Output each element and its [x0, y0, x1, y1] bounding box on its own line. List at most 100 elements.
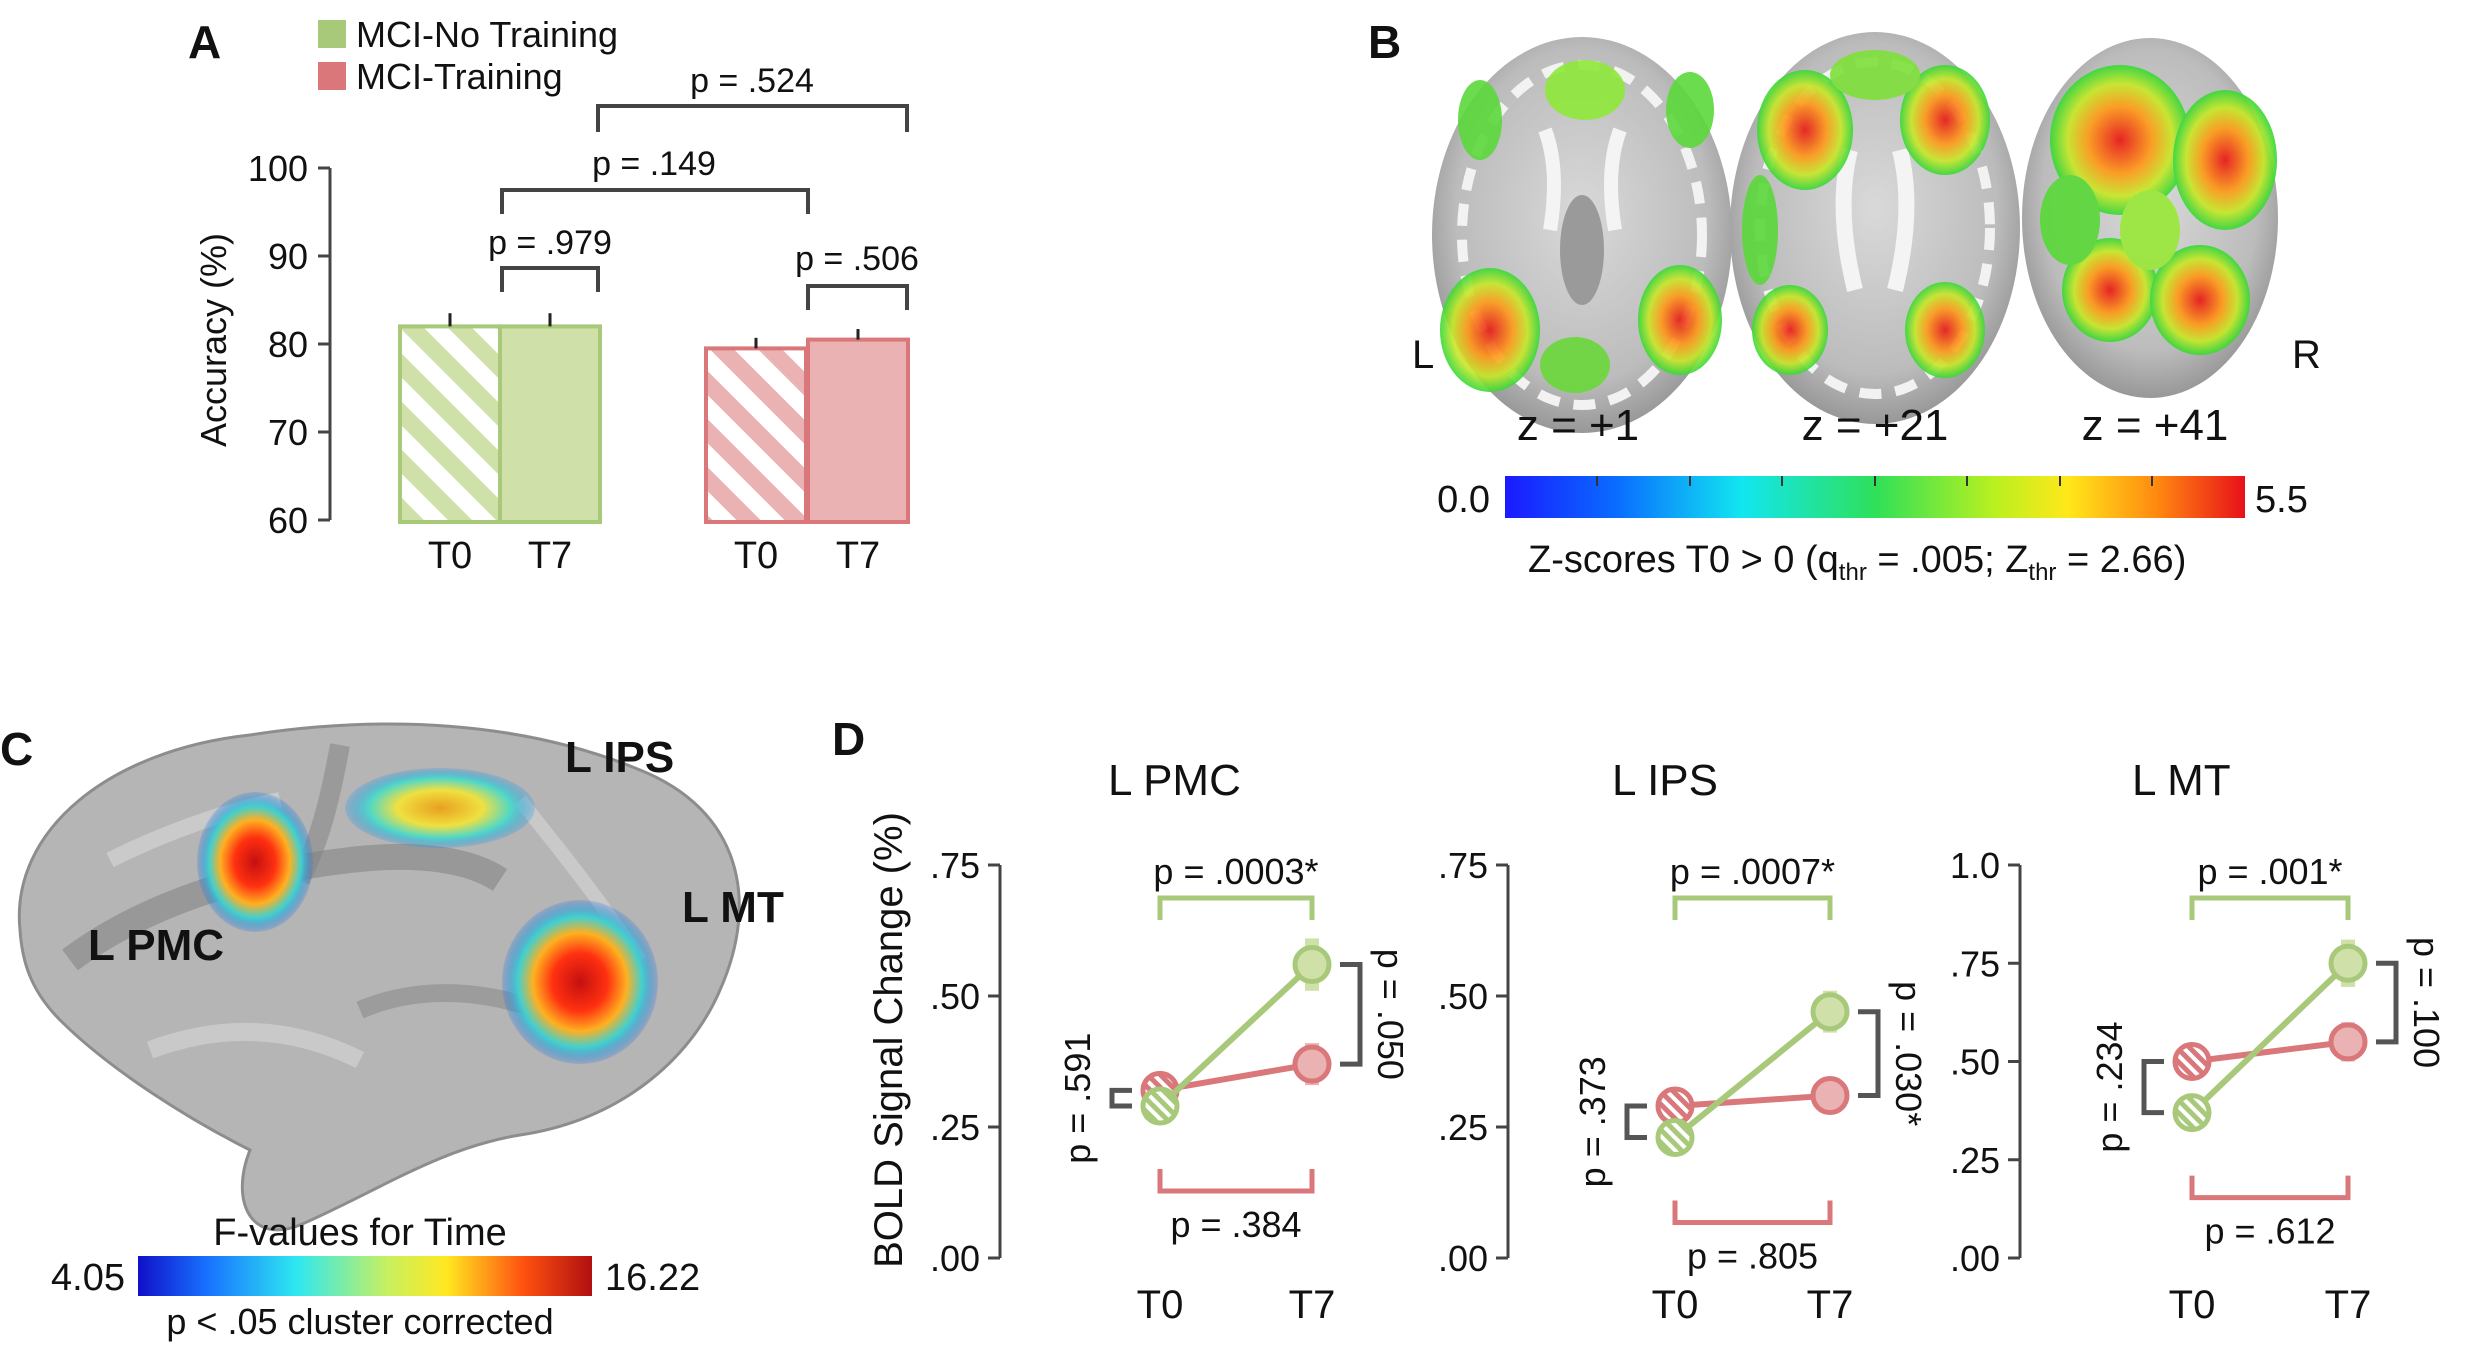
axial-slice-z1	[1432, 37, 1732, 433]
activation-pmc	[197, 792, 313, 932]
f-colorbar-min: 4.05	[51, 1257, 125, 1299]
x-tick-label-t0: T0	[2169, 1283, 2216, 1327]
y-axis-label-accuracy: Accuracy (%)	[193, 233, 234, 447]
axial-slice-z21	[1730, 32, 2020, 424]
x-tick-label-t0: T0	[1652, 1283, 1699, 1327]
panel-letter-d: D	[832, 713, 865, 765]
point-no-training-t7	[1810, 992, 1850, 1032]
p-value-left: p = .591	[1057, 1033, 1098, 1164]
slice-label-z1: z = +1	[1517, 401, 1639, 450]
f-colorbar-max: 16.22	[605, 1257, 700, 1299]
p-value-bottom: p = .384	[1170, 1204, 1301, 1245]
point-training-t7	[1810, 1076, 1850, 1116]
z-colorbar-caption: Z-scores T0 > 0 (qthr = .005; Zthr = 2.6…	[1528, 539, 2186, 586]
series-line-training	[2191, 1038, 2349, 1065]
bars	[398, 313, 910, 524]
panel-c-cortical-surface: C L PMC L IPS L MT F-values for Time 4.0…	[0, 722, 784, 1342]
point-no-training-t0	[1140, 1086, 1180, 1126]
y-tick-label-60: 60	[268, 500, 308, 541]
y-tick-label-.75: .75	[1438, 845, 1488, 886]
bracket-bottom-t0-vs-t7	[1157, 1169, 1315, 1194]
z-colorbar-min: 0.0	[1437, 479, 1490, 521]
p-value-left: p = .373	[1572, 1056, 1613, 1187]
x-tick-label-1: T7	[528, 535, 572, 577]
legend-label-no-training: MCI-No Training	[356, 14, 618, 55]
bracket-bottom-t0-vs-t7	[2189, 1175, 2351, 1201]
activation-mt	[502, 900, 658, 1064]
x-tick-label-t0: T0	[1137, 1283, 1184, 1327]
y-tick-label-.00: .00	[1950, 1238, 2000, 1279]
y-tick-label-90: 90	[268, 236, 308, 277]
line-chart-1: L IPS .00 .25 .50 .75 T0 T7 p = .0007* p = .805 p…	[1438, 756, 1929, 1327]
y-tick-label-.25: .25	[1438, 1107, 1488, 1148]
bar-no-training-t7	[498, 324, 602, 524]
y-tick-label-.25: .25	[930, 1107, 980, 1148]
y-axis: 60 70 80 90 100	[248, 148, 332, 541]
y-axis-label-bold: BOLD Signal Change (%)	[867, 812, 911, 1268]
bracket-right-groups-t7	[2376, 960, 2399, 1045]
y-tick-label-80: 80	[268, 324, 308, 365]
axial-slice-z41	[2022, 38, 2278, 398]
side-label-left: L	[1412, 333, 1434, 377]
y-tick-label-.00: .00	[930, 1238, 980, 1279]
bracket-notrain-t0-vs-train-t7	[596, 104, 909, 132]
y-tick-label-.25: .25	[1950, 1140, 2000, 1181]
point-no-training-t0	[1655, 1117, 1695, 1157]
panel-letter-c: C	[0, 723, 33, 775]
p-value-149: p = .149	[592, 145, 716, 183]
bar-no-training-t0	[398, 324, 502, 524]
panel-d-line-charts: D BOLD Signal Change (%) L PMC .00 .25 .50.…	[832, 713, 2447, 1327]
y-tick-label-1.0: 1.0	[1950, 845, 2000, 886]
line-chart-0: L PMC .00 .25 .50 .75 T0 T7 p = .0003* p = .384 p…	[930, 756, 1411, 1327]
f-colorbar-note: p < .05 cluster corrected	[166, 1301, 553, 1342]
region-label-ips: L IPS	[565, 733, 674, 782]
bracket-notrain-t0-vs-t7	[500, 266, 600, 292]
slice-label-z41: z = +41	[2082, 401, 2229, 450]
y-tick-label-100: 100	[248, 148, 308, 189]
p-value-right: p = .030*	[1888, 981, 1929, 1126]
x-tick-label-2: T0	[734, 535, 778, 577]
region-label-mt: L MT	[682, 883, 784, 932]
bar-training-t0	[704, 346, 808, 524]
side-label-right: R	[2292, 333, 2321, 377]
p-value-top: p = .001*	[2197, 851, 2342, 892]
x-tick-label-t7: T7	[2325, 1283, 2372, 1327]
p-value-bottom: p = .612	[2204, 1211, 2335, 1252]
bracket-left-groups-t0	[1624, 1103, 1647, 1140]
p-value-506: p = .506	[795, 240, 919, 278]
bracket-right-groups-t7	[1340, 962, 1363, 1067]
y-tick-label-.75: .75	[930, 845, 980, 886]
p-value-top: p = .0007*	[1670, 851, 1835, 892]
y-tick-label-.50: .50	[930, 976, 980, 1017]
x-tick-label-t7: T7	[1289, 1283, 1336, 1327]
activation-ips	[345, 768, 535, 848]
x-tick-labels: T0 T7 T0 T7	[428, 535, 880, 577]
series-line-no-training	[1157, 962, 1315, 1109]
series-line-no-training	[2189, 961, 2351, 1115]
y-tick-label-.75: .75	[1950, 943, 2000, 984]
bracket-left-groups-t0	[1109, 1087, 1132, 1109]
z-colorbar-ticks	[1596, 476, 2153, 486]
series-line-training	[1674, 1092, 1831, 1110]
point-no-training-t0	[2172, 1093, 2212, 1133]
point-training-t7	[1292, 1044, 1332, 1084]
y-tick-label-.00: .00	[1438, 1238, 1488, 1279]
bracket-right-groups-t7	[1858, 1009, 1881, 1099]
z-colorbar-max: 5.5	[2255, 479, 2308, 521]
p-value-right: p = .100	[2406, 937, 2447, 1068]
panel-b-brain-slices: B	[1368, 16, 2321, 586]
bracket-bottom-t0-vs-t7	[1672, 1200, 1833, 1225]
x-tick-label-t7: T7	[1807, 1283, 1854, 1327]
p-value-top: p = .0003*	[1153, 851, 1318, 892]
chart-title: L MT	[2132, 756, 2231, 805]
p-value-524: p = .524	[690, 62, 814, 100]
point-training-t0	[1655, 1086, 1695, 1126]
point-training-t7	[2328, 1022, 2368, 1062]
f-colorbar	[138, 1256, 592, 1296]
y-tick-label-70: 70	[268, 412, 308, 453]
panel-letter-b: B	[1368, 16, 1401, 68]
bracket-train-t0-vs-t7	[806, 284, 909, 310]
region-label-pmc: L PMC	[88, 921, 224, 970]
p-value-right: p = .050	[1370, 949, 1411, 1080]
bracket-top-t0-vs-t7	[2189, 895, 2351, 920]
